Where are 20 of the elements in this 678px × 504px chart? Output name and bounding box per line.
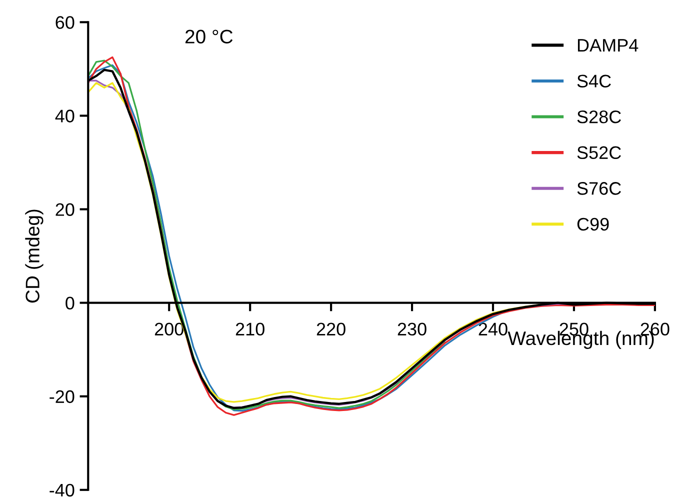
x-tick-label: 200 bbox=[154, 322, 184, 336]
y-tick-label: -40 bbox=[50, 484, 74, 497]
line-series bbox=[88, 60, 446, 410]
y-axis-title: CD (mdeg) bbox=[25, 210, 44, 303]
x-tick-label: 230 bbox=[398, 322, 426, 336]
legend-label: DAMP4 bbox=[578, 39, 638, 52]
annotation: 20 °C bbox=[185, 30, 233, 44]
legend-label: S76C bbox=[577, 182, 621, 195]
legend-label: C99 bbox=[577, 218, 609, 231]
x-tick-label: 210 bbox=[236, 322, 264, 336]
x-tick-label: 220 bbox=[316, 322, 346, 336]
y-tick-label: 0 bbox=[66, 296, 74, 310]
y-tick-label: 20 bbox=[56, 203, 74, 216]
y-tick-label: 40 bbox=[55, 110, 74, 122]
y-tick-label: -20 bbox=[50, 390, 74, 404]
legend-label: S4C bbox=[577, 74, 611, 88]
legend-label: S28C bbox=[577, 110, 621, 124]
legend-label: S52C bbox=[577, 146, 621, 160]
x-tick-label: 240 bbox=[478, 322, 508, 336]
y-tick-label: 60 bbox=[56, 16, 74, 29]
